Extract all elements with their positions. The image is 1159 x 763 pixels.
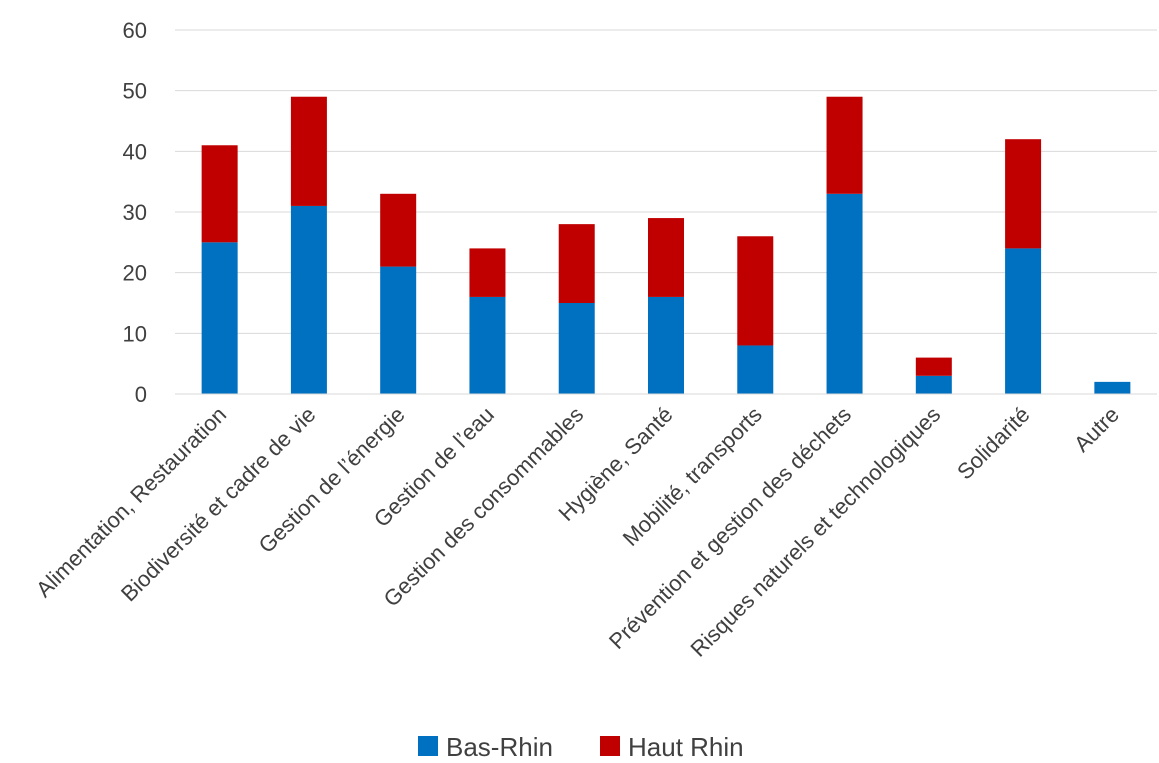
bar-haut-rhin-8 — [915, 357, 952, 376]
y-axis-tick-labels: 0 10 20 30 40 50 60 — [123, 18, 147, 407]
bar-haut-rhin-5 — [648, 218, 684, 297]
bar-bas-rhin-6 — [737, 345, 774, 394]
x-tick-label: Gestion de l’énergie — [254, 402, 410, 558]
bar-bas-rhin-3 — [469, 296, 506, 394]
bar-bas-rhin-0 — [201, 242, 238, 394]
y-tick-label: 20 — [123, 261, 147, 286]
bar-haut-rhin-4 — [558, 224, 595, 303]
bar-bas-rhin-2 — [380, 266, 417, 394]
bar-haut-rhin-7 — [826, 96, 863, 194]
x-tick-label: Solidarité — [952, 402, 1035, 485]
y-tick-label: 60 — [123, 18, 147, 43]
bar-haut-rhin-2 — [380, 193, 417, 267]
bar-bas-rhin-1 — [290, 205, 327, 394]
y-tick-label: 50 — [123, 79, 147, 104]
bar-haut-rhin-0 — [201, 145, 238, 243]
legend: Bas-Rhin Haut Rhin — [418, 732, 744, 762]
bar-bas-rhin-4 — [558, 303, 595, 394]
bar-bas-rhin-10 — [1094, 381, 1131, 394]
legend-label-haut-rhin: Haut Rhin — [628, 732, 744, 762]
bar-haut-rhin-1 — [290, 96, 327, 206]
y-tick-label: 10 — [123, 321, 147, 346]
bar-haut-rhin-6 — [737, 236, 774, 346]
bar-bas-rhin-5 — [648, 296, 684, 394]
legend-swatch-haut-rhin — [600, 736, 620, 756]
bar-bas-rhin-9 — [1005, 248, 1042, 394]
legend-swatch-bas-rhin — [418, 736, 438, 756]
bar-haut-rhin-3 — [469, 248, 506, 297]
bars — [201, 96, 1131, 394]
y-tick-label: 30 — [123, 200, 147, 225]
x-tick-label: Alimentation, Restauration — [31, 402, 231, 602]
bar-haut-rhin-9 — [1005, 139, 1042, 249]
y-tick-label: 40 — [123, 139, 147, 164]
gridlines — [175, 29, 1157, 334]
bar-bas-rhin-8 — [915, 375, 952, 394]
bar-bas-rhin-7 — [826, 193, 863, 394]
y-tick-label: 0 — [135, 382, 147, 407]
legend-label-bas-rhin: Bas-Rhin — [446, 732, 553, 762]
x-tick-label: Autre — [1069, 402, 1124, 457]
